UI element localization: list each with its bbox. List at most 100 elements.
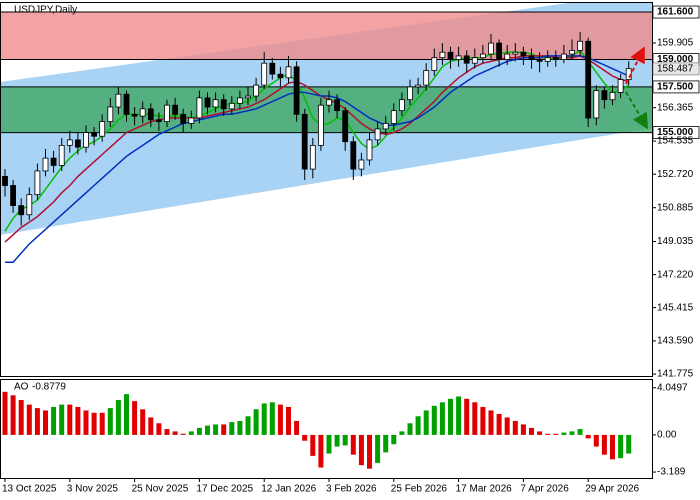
- ao-bar: [245, 416, 251, 435]
- ao-bar: [148, 417, 154, 435]
- candle-body: [228, 102, 235, 110]
- y-tick-label: 143.590: [657, 336, 694, 347]
- x-tick-label: 17 Dec 2025: [196, 484, 253, 495]
- candle-body: [245, 95, 251, 99]
- candle-body: [277, 73, 284, 79]
- ao-bar: [431, 405, 437, 435]
- candle-body: [625, 68, 632, 81]
- ao-bar: [107, 408, 113, 435]
- candle-body: [585, 40, 592, 119]
- ao-bar: [140, 409, 146, 435]
- zone: [0, 12, 652, 60]
- ao-bar: [367, 434, 372, 469]
- y-tick-label: 152.720: [657, 169, 694, 180]
- ao-bar: [383, 434, 389, 453]
- candle-body: [83, 132, 89, 148]
- candle-body: [326, 99, 332, 106]
- candle-body: [520, 51, 527, 57]
- candle-body: [504, 53, 511, 60]
- candle-body: [398, 99, 405, 112]
- level-label-box: [652, 5, 700, 19]
- ao-bar: [269, 402, 275, 435]
- ao-bar: [18, 399, 24, 435]
- ao-y-tick-label: -3.189: [657, 467, 686, 478]
- level-label: 155.000: [657, 127, 694, 138]
- last-price-box: [652, 62, 700, 76]
- ao-bar: [342, 434, 348, 446]
- candle-body: [18, 205, 25, 216]
- candle-body: [107, 106, 114, 123]
- ao-bar: [164, 429, 170, 435]
- ao-bar: [480, 406, 486, 435]
- ao-bar: [593, 434, 599, 447]
- x-tick-label: 25 Feb 2026: [391, 484, 448, 495]
- ao-bar: [553, 433, 559, 435]
- candle-body: [172, 104, 179, 115]
- ao-bar: [205, 425, 210, 435]
- ao-bar: [99, 412, 105, 435]
- price-panel-frame: [0, 2, 653, 377]
- candle-body: [75, 139, 81, 148]
- candle-body: [236, 97, 243, 104]
- ao-bar: [51, 406, 57, 435]
- ao-bar: [545, 433, 551, 435]
- candle-body: [196, 97, 203, 119]
- ao-bar: [59, 404, 65, 435]
- candle-body: [561, 53, 567, 60]
- zones: [0, 12, 652, 133]
- x-tick-label: 7 Apr 2026: [520, 484, 569, 495]
- ao-bar: [439, 402, 445, 435]
- ao-bar: [585, 434, 591, 439]
- ao-bar: [124, 394, 129, 435]
- ao-bar: [221, 424, 227, 435]
- candle-body: [455, 55, 462, 60]
- zone: [0, 86, 652, 133]
- ao-bar: [229, 422, 235, 435]
- candle-body: [447, 51, 454, 60]
- candle-body: [2, 175, 8, 186]
- ao-bar: [2, 391, 8, 435]
- last-price-label: 158.487: [657, 64, 694, 75]
- ao-bar: [577, 429, 583, 435]
- candle-body: [253, 84, 260, 97]
- ao-bar: [43, 410, 48, 435]
- candle-body: [407, 86, 413, 101]
- ao-bar: [496, 413, 502, 435]
- ao-bar: [561, 432, 567, 435]
- candle-body: [463, 55, 470, 64]
- ao-bar: [180, 433, 186, 435]
- candle-body: [293, 66, 300, 115]
- candle-body: [439, 51, 446, 59]
- candle-body: [204, 97, 211, 108]
- candle-body: [285, 66, 292, 79]
- ao-bar: [213, 424, 219, 435]
- ao-label: AO: [14, 382, 29, 393]
- ao-bar: [10, 395, 16, 435]
- x-tick-label: 12 Jan 2026: [261, 484, 316, 495]
- ao-bar: [601, 434, 607, 455]
- ao-bar: [188, 431, 194, 435]
- ao-bar: [261, 403, 267, 435]
- ao-bar: [358, 434, 364, 466]
- ao-bar: [423, 410, 429, 435]
- candle-body: [479, 53, 486, 59]
- candle-body: [593, 90, 600, 119]
- candle-body: [366, 139, 373, 161]
- ao-bar: [464, 398, 470, 435]
- candle-body: [261, 62, 268, 86]
- ao-y-tick-label: 4.0497: [657, 382, 688, 393]
- x-tick-label: 13 Oct 2025: [2, 484, 57, 495]
- candle-body: [66, 139, 73, 146]
- x-tick-label: 3 Feb 2026: [326, 484, 377, 495]
- candle-body: [512, 51, 519, 55]
- ao-bar: [537, 431, 543, 435]
- ao-bar: [448, 398, 453, 435]
- candle-body: [188, 117, 195, 124]
- candle-body: [528, 55, 535, 60]
- ao-bar: [83, 410, 89, 435]
- ao-bar: [310, 434, 316, 456]
- candle-body: [180, 113, 187, 124]
- level-lines: [0, 11, 652, 134]
